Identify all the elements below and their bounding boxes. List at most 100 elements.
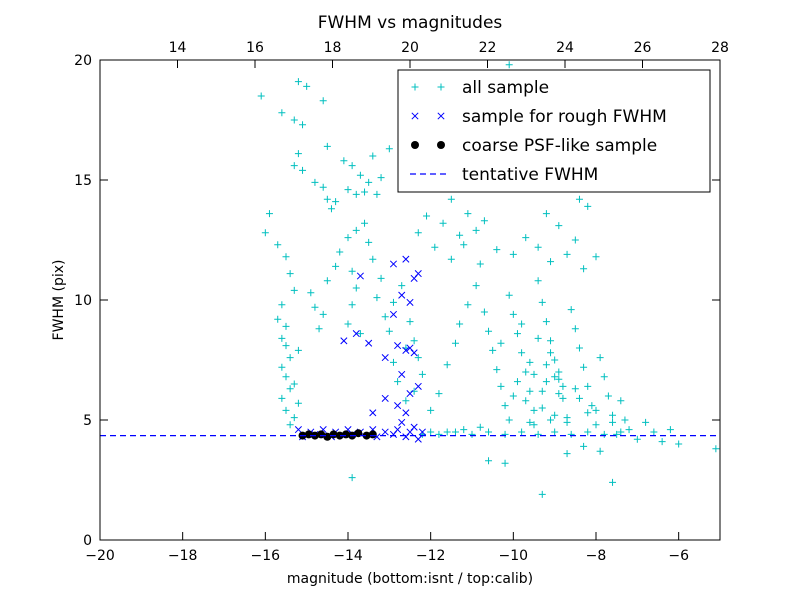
all-sample-point	[542, 378, 550, 386]
all-sample-point	[538, 404, 546, 412]
all-sample-point	[551, 373, 559, 381]
rough-fwhm-point	[294, 426, 302, 434]
all-sample-point	[501, 459, 509, 467]
top-tick-label: 24	[556, 40, 574, 56]
all-sample-point	[613, 430, 621, 438]
all-sample-point	[319, 97, 327, 105]
all-sample-point	[584, 382, 592, 390]
all-sample-point	[555, 222, 563, 230]
chart-title: FWHM vs magnitudes	[318, 13, 503, 33]
all-sample-point	[427, 428, 435, 436]
all-sample-point	[712, 445, 720, 453]
all-sample-point	[666, 426, 674, 434]
all-sample-point	[336, 248, 344, 256]
top-tick-label: 14	[169, 40, 187, 56]
all-sample-point	[584, 202, 592, 210]
all-sample-point	[361, 219, 369, 227]
all-sample-point	[584, 428, 592, 436]
y-tick-label: 15	[74, 173, 92, 189]
all-sample-point	[522, 397, 530, 405]
all-sample-point	[278, 363, 286, 371]
all-sample-point	[542, 210, 550, 218]
rough-fwhm-point	[352, 330, 360, 338]
all-sample-point	[513, 330, 521, 338]
all-sample-point	[311, 303, 319, 311]
legend-label: coarse PSF-like sample	[462, 136, 657, 156]
all-sample-point	[348, 267, 356, 275]
all-sample-point	[435, 390, 443, 398]
all-sample-point	[534, 430, 542, 438]
all-sample-point	[559, 394, 567, 402]
rough-fwhm-point	[414, 435, 422, 443]
psf-sample-point	[335, 431, 344, 440]
all-sample-point	[377, 274, 385, 282]
all-sample-point	[315, 325, 323, 333]
rough-fwhm-point	[398, 370, 406, 378]
rough-fwhm-point	[402, 346, 410, 354]
all-sample-point	[278, 334, 286, 342]
legend-label: all sample	[462, 78, 549, 98]
all-sample-point	[497, 339, 505, 347]
all-sample-point	[464, 210, 472, 218]
x-tick-label: −18	[168, 548, 198, 564]
y-tick-label: 0	[83, 533, 92, 549]
top-tick-label: 18	[324, 40, 342, 56]
psf-sample-point	[329, 430, 338, 439]
y-tick-label: 20	[74, 53, 92, 69]
all-sample-point	[505, 61, 513, 69]
all-sample-point	[534, 243, 542, 251]
all-sample-point	[274, 315, 282, 323]
all-sample-point	[340, 157, 348, 165]
psf-sample-point	[362, 431, 371, 440]
all-sample-point	[332, 198, 340, 206]
all-sample-point	[451, 339, 459, 347]
y-axis-title: FWHM (pix)	[51, 260, 67, 341]
all-sample-point	[443, 428, 451, 436]
all-sample-point	[480, 217, 488, 225]
all-sample-point	[526, 358, 534, 366]
all-sample-point	[551, 356, 559, 364]
rough-fwhm-point	[381, 354, 389, 362]
all-sample-point	[580, 363, 588, 371]
y-tick-label: 10	[74, 293, 92, 309]
all-sample-point	[476, 423, 484, 431]
all-sample-point	[323, 142, 331, 150]
all-sample-point	[547, 337, 555, 345]
all-sample-point	[609, 418, 617, 426]
all-sample-point	[501, 430, 509, 438]
psf-sample-point	[323, 432, 332, 441]
all-sample-point	[278, 109, 286, 117]
all-sample-point	[356, 330, 364, 338]
all-sample-point	[555, 368, 563, 376]
all-sample-point	[460, 426, 468, 434]
all-sample-point	[423, 212, 431, 220]
all-sample-point	[609, 411, 617, 419]
all-sample-point	[290, 116, 298, 124]
all-sample-point	[348, 162, 356, 170]
all-sample-point	[584, 409, 592, 417]
all-sample-point	[282, 322, 290, 330]
all-sample-point	[538, 387, 546, 395]
all-sample-point	[286, 421, 294, 429]
all-sample-point	[650, 428, 658, 436]
all-sample-point	[530, 421, 538, 429]
all-sample-point	[369, 255, 377, 263]
all-sample-point	[547, 258, 555, 266]
all-sample-point	[299, 166, 307, 174]
all-sample-point	[352, 190, 360, 198]
all-sample-point	[571, 385, 579, 393]
rough-fwhm-point	[398, 291, 406, 299]
all-sample-point	[381, 313, 389, 321]
all-sample-point	[588, 402, 596, 410]
rough-fwhm-point	[365, 339, 373, 347]
all-sample-point	[402, 397, 410, 405]
rough-fwhm-point	[402, 433, 410, 441]
all-sample-point	[365, 238, 373, 246]
all-sample-point	[389, 298, 397, 306]
all-sample-point	[468, 430, 476, 438]
top-tick-label: 26	[634, 40, 652, 56]
all-sample-point	[609, 478, 617, 486]
all-sample-point	[547, 349, 555, 357]
all-sample-point	[526, 418, 534, 426]
rough-fwhm-point	[394, 402, 402, 410]
